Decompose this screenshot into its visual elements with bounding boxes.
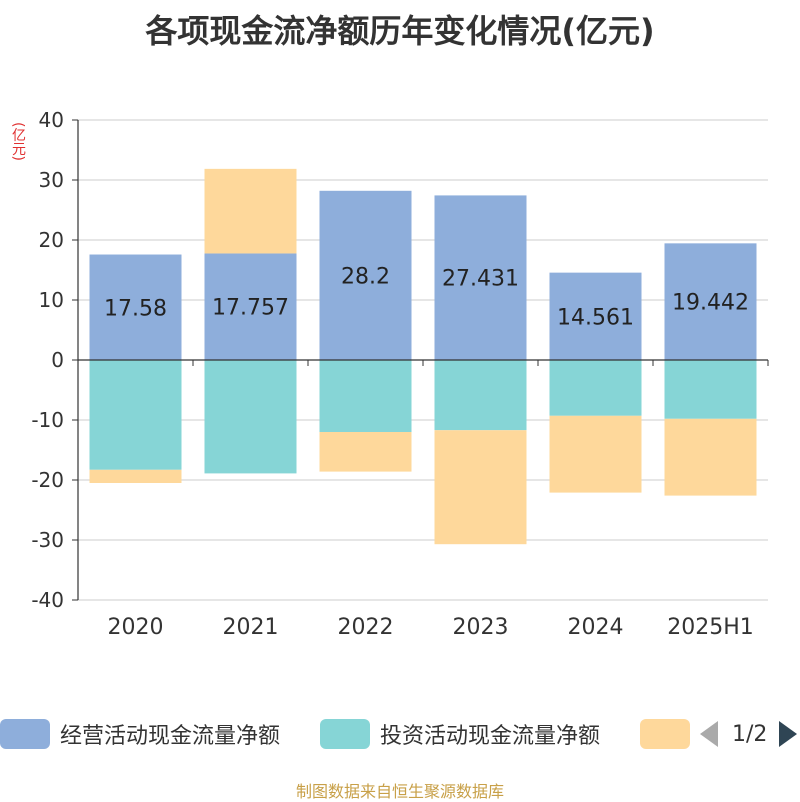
legend-label-operating: 经营活动现金流量净额 (60, 724, 281, 749)
data-label-2024: 14.561 (557, 305, 634, 330)
y-axis-unit-label: (亿元) (10, 122, 26, 161)
bar-series1-2021[interactable] (204, 360, 297, 474)
bar-series1-2024[interactable] (549, 360, 642, 416)
bar-series2-2023[interactable] (434, 430, 527, 545)
data-labels: 17.58 17.757 28.2 27.431 14.561 19.442 (104, 264, 749, 330)
bar-series2-2024[interactable] (549, 415, 642, 493)
bar-series1-2023[interactable] (434, 360, 527, 431)
y-tick-label: 40 (39, 108, 64, 132)
data-label-2025H1: 19.442 (672, 291, 749, 316)
x-tick-label: 2023 (453, 615, 509, 640)
legend-swatch-investing (320, 719, 370, 749)
bar-series1-2020[interactable] (89, 360, 182, 470)
bar-series0-2024[interactable] (549, 272, 642, 360)
legend-item-investing[interactable]: 投资活动现金流量净额 (320, 716, 600, 752)
legend-pager: 1/2 (700, 716, 798, 752)
bar-series2-2022[interactable] (319, 432, 412, 472)
bars (89, 168, 757, 545)
y-tick-label: -30 (31, 528, 64, 552)
legend-label-investing: 投资活动现金流量净额 (380, 724, 601, 749)
source-note: 制图数据来自恒生聚源数据库 (295, 782, 504, 801)
legend-item-operating[interactable]: 经营活动现金流量净额 (0, 716, 280, 752)
legend-next-page-icon[interactable] (779, 721, 798, 747)
y-tick-label: 20 (39, 228, 64, 252)
bar-chart: 40 30 20 10 0 -10 -20 -30 -40 2020 2021 2022 2023 202… (31, 108, 769, 640)
data-label-2020: 17.58 (104, 296, 167, 321)
bar-series1-2022[interactable] (319, 360, 412, 432)
chart-title: 各项现金流净额历年变化情况(亿元) (145, 12, 655, 50)
x-tick-label: 2020 (108, 615, 164, 640)
data-label-2022: 28.2 (341, 264, 390, 289)
bar-series1-2025H1[interactable] (664, 360, 757, 419)
y-tick-label: -40 (31, 588, 64, 612)
x-tick-label: 2025H1 (667, 615, 754, 640)
y-tick-label: 30 (39, 168, 64, 192)
y-tick-label: -20 (31, 468, 64, 492)
bar-series0-2021[interactable] (204, 253, 297, 360)
legend: 经营活动现金流量净额 投资活动现金流量净额 1/2 (0, 716, 800, 752)
bar-series0-2025H1[interactable] (664, 243, 757, 360)
bar-series0-2022[interactable] (319, 190, 412, 360)
axes: 40 30 20 10 0 -10 -20 -30 -40 2020 2021 2022 2023 202… (31, 108, 769, 640)
legend-swatch-operating (0, 719, 50, 749)
y-tick-label: 10 (39, 288, 64, 312)
legend-swatch-third (640, 719, 690, 749)
bar-series2-2020[interactable] (89, 469, 182, 483)
y-tick-label: 0 (51, 348, 64, 372)
bar-series2-2025H1[interactable] (664, 418, 757, 496)
legend-prev-page-icon[interactable] (700, 721, 718, 747)
y-tick-label: -10 (31, 408, 64, 432)
bar-series2-2021[interactable] (204, 168, 297, 254)
bar-series0-2023[interactable] (434, 195, 527, 360)
x-tick-label: 2022 (338, 615, 394, 640)
data-label-2023: 27.431 (442, 267, 519, 292)
legend-item-third[interactable] (640, 716, 700, 752)
bar-series0-2020[interactable] (89, 254, 182, 360)
grid-lines (78, 119, 768, 601)
x-tick-label: 2021 (223, 615, 279, 640)
data-label-2021: 17.757 (212, 296, 289, 321)
x-tick-label: 2024 (568, 615, 624, 640)
legend-page-indicator: 1/2 (732, 721, 768, 747)
